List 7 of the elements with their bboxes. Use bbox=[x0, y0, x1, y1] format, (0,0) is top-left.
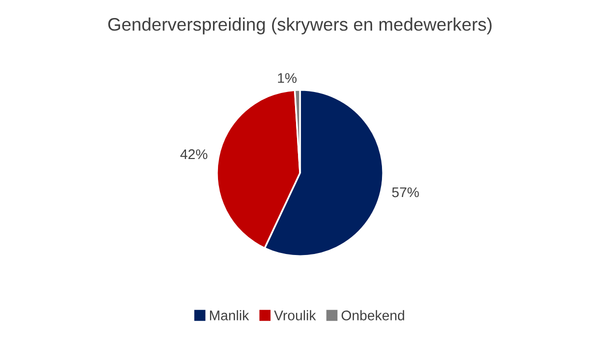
chart-title: Genderverspreiding (skrywers en medewerkers) bbox=[108, 18, 492, 34]
data-label: 57% bbox=[392, 187, 419, 198]
legend-label: Onbekend bbox=[342, 310, 404, 320]
data-label: 42% bbox=[180, 149, 208, 160]
legend-label: Vroulik bbox=[274, 310, 316, 320]
data-label: 1% bbox=[278, 73, 297, 83]
legend-label: Manlik bbox=[210, 310, 250, 320]
